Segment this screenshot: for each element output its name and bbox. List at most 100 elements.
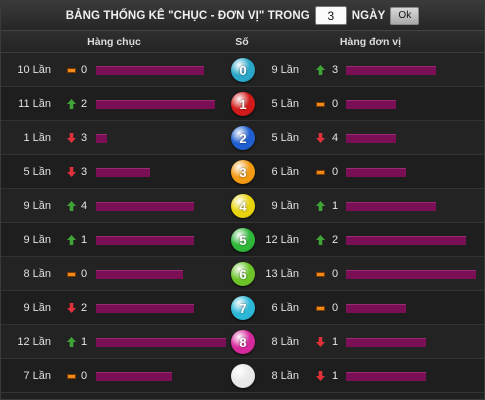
digit-ball: 5: [231, 228, 255, 252]
tens-bar: [96, 236, 194, 245]
header-digit: Số: [235, 35, 249, 48]
arrow-up-icon: [316, 201, 325, 211]
units-bar: [346, 66, 436, 75]
tens-count: 12 Lần: [17, 336, 51, 348]
arrow-up-icon: [67, 201, 76, 211]
arrow-up-icon: [67, 99, 76, 109]
tens-bar: [96, 270, 183, 279]
tens-count: 9 Lần: [23, 200, 51, 212]
units-bar: [346, 304, 406, 313]
header-tens: Hàng chục: [87, 35, 141, 48]
digit-ball: 3: [231, 160, 255, 184]
arrow-up-icon: [316, 235, 325, 245]
arrow-up-icon: [67, 337, 76, 347]
table-row: 9 Lần 2 7 6 Lần 0: [1, 291, 484, 325]
tens-trend-value: 0: [81, 370, 88, 382]
table-row: 9 Lần 4 4 9 Lần 1: [1, 189, 484, 223]
units-bar: [346, 236, 466, 245]
days-label: NGÀY: [351, 9, 386, 22]
digit-ball: [231, 364, 255, 388]
units-trend-value: 0: [332, 166, 339, 178]
tens-bar: [96, 168, 150, 177]
table-header: Hàng chục Số Hàng đơn vị: [1, 31, 484, 53]
units-bar: [346, 372, 426, 381]
dash-icon: [67, 374, 76, 379]
arrow-down-icon: [316, 133, 325, 143]
tens-bar: [96, 100, 215, 109]
tens-bar: [96, 202, 194, 211]
units-count: 5 Lần: [271, 132, 299, 144]
units-bar: [346, 338, 426, 347]
tens-trend-value: 1: [81, 336, 88, 348]
table-row: 1 Lần 3 2 5 Lần 4: [1, 121, 484, 155]
table-row: 12 Lần 1 8 8 Lần 1: [1, 325, 484, 359]
tens-bar: [96, 304, 194, 313]
ok-button[interactable]: Ok: [390, 6, 420, 25]
table-row: 7 Lần 0 8 Lần 1: [1, 359, 484, 393]
digit-ball: 1: [231, 92, 255, 116]
tens-trend-value: 3: [81, 132, 88, 144]
units-count: 6 Lần: [271, 302, 299, 314]
header-units: Hàng đơn vị: [339, 35, 402, 48]
table-body: 10 Lần 0 0 9 Lần 3 11 Lần 2 1 5 Lần 0 1 Lần 3 2 5 Lần…: [1, 53, 484, 393]
units-bar: [346, 168, 406, 177]
table-row: 9 Lần 1 5 12 Lần 2: [1, 223, 484, 257]
digit-ball: 8: [231, 330, 255, 354]
dash-icon: [316, 170, 325, 175]
tens-count: 11 Lần: [18, 98, 51, 110]
tens-trend-value: 4: [81, 200, 88, 212]
units-bar: [346, 134, 396, 143]
tens-bar: [96, 372, 172, 381]
arrow-down-icon: [316, 371, 325, 381]
table-row: 10 Lần 0 0 9 Lần 3: [1, 53, 484, 87]
units-bar: [346, 100, 396, 109]
tens-count: 10 Lần: [17, 64, 51, 76]
units-count: 13 Lần: [265, 268, 299, 280]
units-trend-value: 1: [332, 200, 339, 212]
units-count: 9 Lần: [271, 200, 299, 212]
tens-bar: [96, 66, 204, 75]
days-input[interactable]: [314, 6, 347, 25]
units-count: 6 Lần: [271, 166, 299, 178]
tens-trend-value: 0: [81, 268, 88, 280]
arrow-down-icon: [67, 303, 76, 313]
tens-trend-value: 2: [81, 302, 88, 314]
units-count: 8 Lần: [271, 336, 299, 348]
units-count: 8 Lần: [271, 370, 299, 382]
tens-trend-value: 0: [81, 64, 88, 76]
digit-ball: 2: [231, 126, 255, 150]
units-trend-value: 0: [332, 268, 339, 280]
dash-icon: [316, 272, 325, 277]
units-count: 12 Lần: [265, 234, 299, 246]
units-trend-value: 2: [332, 234, 339, 246]
panel-title: BẢNG THỐNG KÊ "CHỤC - ĐƠN VỊ" TRONG: [65, 9, 310, 22]
arrow-down-icon: [67, 167, 76, 177]
arrow-down-icon: [316, 337, 325, 347]
units-bar: [346, 202, 436, 211]
units-trend-value: 4: [332, 132, 339, 144]
units-trend-value: 1: [332, 370, 339, 382]
dash-icon: [316, 102, 325, 107]
units-trend-value: 1: [332, 336, 339, 348]
dash-icon: [67, 272, 76, 277]
tens-count: 9 Lần: [23, 302, 51, 314]
tens-count: 5 Lần: [23, 166, 51, 178]
table-row: 8 Lần 0 6 13 Lần 0: [1, 257, 484, 291]
tens-count: 9 Lần: [23, 234, 51, 246]
units-count: 9 Lần: [271, 64, 299, 76]
tens-bar: [96, 134, 107, 143]
units-trend-value: 0: [332, 98, 339, 110]
table-row: 11 Lần 2 1 5 Lần 0: [1, 87, 484, 121]
tens-bar: [96, 338, 226, 347]
tens-trend-value: 3: [81, 166, 88, 178]
tens-count: 8 Lần: [23, 268, 51, 280]
dash-icon: [67, 68, 76, 73]
units-trend-value: 0: [332, 302, 339, 314]
digit-ball: 4: [231, 194, 255, 218]
tens-trend-value: 2: [81, 98, 88, 110]
digit-ball: 0: [231, 58, 255, 82]
table-row: 5 Lần 3 3 6 Lần 0: [1, 155, 484, 189]
units-trend-value: 3: [332, 64, 339, 76]
digit-ball: 6: [231, 262, 255, 286]
tens-trend-value: 1: [81, 234, 88, 246]
